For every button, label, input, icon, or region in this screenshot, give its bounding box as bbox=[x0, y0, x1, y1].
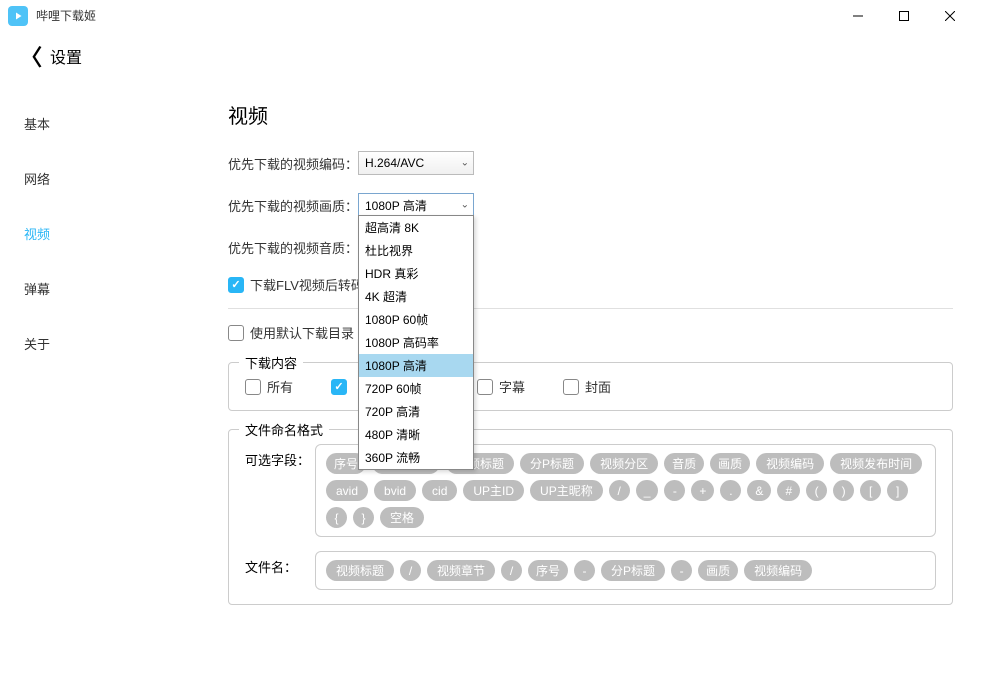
field-chip[interactable]: / bbox=[400, 560, 421, 581]
filename-box: 视频标题/视频章节/序号-分P标题-画质视频编码 bbox=[315, 551, 936, 590]
field-chip[interactable]: 分P标题 bbox=[520, 453, 584, 474]
content-checkbox-label: 封面 bbox=[585, 377, 611, 396]
dropdown-item[interactable]: 720P 60帧 bbox=[359, 377, 473, 400]
back-header: 〈 设置 bbox=[0, 32, 981, 80]
app-title: 哔哩下载姬 bbox=[36, 7, 835, 24]
quality-select[interactable]: 1080P 高清 ⌄ bbox=[358, 193, 474, 217]
dropdown-item[interactable]: 360P 流畅 bbox=[359, 446, 473, 469]
field-chip[interactable]: UP主ID bbox=[463, 480, 524, 501]
field-chip[interactable]: ( bbox=[806, 480, 827, 501]
titlebar: 哔哩下载姬 bbox=[0, 0, 981, 32]
default-dir-checkbox[interactable] bbox=[228, 325, 244, 341]
content-checkbox[interactable] bbox=[331, 379, 347, 395]
field-chip[interactable]: 分P标题 bbox=[601, 560, 665, 581]
sidebar-item[interactable]: 网络 bbox=[0, 151, 200, 206]
dropdown-item[interactable]: 480P 清晰 bbox=[359, 423, 473, 446]
sidebar-item[interactable]: 基本 bbox=[0, 96, 200, 151]
audio-label: 优先下载的视频音质： bbox=[228, 238, 358, 257]
content-checkbox-label: 所有 bbox=[267, 377, 293, 396]
sidebar: 基本网络视频弹幕关于 bbox=[0, 80, 200, 688]
back-arrow-icon[interactable]: 〈 bbox=[20, 40, 42, 72]
field-chip[interactable]: ) bbox=[833, 480, 854, 501]
field-chip[interactable]: 视频编码 bbox=[744, 560, 812, 581]
field-chip[interactable]: 视频标题 bbox=[326, 560, 394, 581]
dropdown-item[interactable]: 1080P 60帧 bbox=[359, 308, 473, 331]
section-title: 视频 bbox=[228, 100, 953, 129]
content-checkbox[interactable] bbox=[563, 379, 579, 395]
field-chip[interactable]: . bbox=[720, 480, 741, 501]
close-button[interactable] bbox=[927, 0, 973, 32]
content-checkbox[interactable] bbox=[245, 379, 261, 395]
dropdown-item[interactable]: 杜比视界 bbox=[359, 239, 473, 262]
field-chip[interactable]: / bbox=[609, 480, 630, 501]
optional-fields-label: 可选字段： bbox=[245, 444, 315, 469]
field-chip[interactable]: / bbox=[501, 560, 522, 581]
chevron-down-icon: ⌄ bbox=[461, 200, 469, 211]
field-chip[interactable]: 画质 bbox=[710, 453, 750, 474]
field-chip[interactable]: } bbox=[353, 507, 374, 528]
filename-label: 文件名： bbox=[245, 551, 315, 576]
field-chip[interactable]: cid bbox=[422, 480, 457, 501]
field-chip[interactable]: 视频章节 bbox=[427, 560, 495, 581]
page-title: 设置 bbox=[50, 44, 82, 68]
codec-value: H.264/AVC bbox=[365, 156, 424, 170]
default-dir-label: 使用默认下载目录 bbox=[250, 323, 354, 342]
field-chip[interactable]: avid bbox=[326, 480, 368, 501]
field-chip[interactable]: bvid bbox=[374, 480, 416, 501]
field-chip[interactable]: 画质 bbox=[698, 560, 738, 581]
dropdown-item[interactable]: 超高清 8K bbox=[359, 216, 473, 239]
quality-label: 优先下载的视频画质： bbox=[228, 196, 358, 215]
field-chip[interactable]: - bbox=[664, 480, 685, 501]
field-chip[interactable]: { bbox=[326, 507, 347, 528]
field-chip[interactable]: 视频编码 bbox=[756, 453, 824, 474]
download-content-fieldset: 下载内容 所有弹幕字幕封面 bbox=[228, 362, 953, 411]
field-chip[interactable]: UP主昵称 bbox=[530, 480, 603, 501]
chevron-down-icon: ⌄ bbox=[461, 158, 469, 169]
app-icon bbox=[8, 6, 28, 26]
content-checkbox-label: 字幕 bbox=[499, 377, 525, 396]
field-chip[interactable]: + bbox=[691, 480, 714, 501]
sidebar-item[interactable]: 弹幕 bbox=[0, 261, 200, 316]
field-chip[interactable]: & bbox=[747, 480, 771, 501]
field-chip[interactable]: ] bbox=[887, 480, 908, 501]
sidebar-item[interactable]: 关于 bbox=[0, 316, 200, 371]
content-checkbox[interactable] bbox=[477, 379, 493, 395]
flv-transcode-checkbox[interactable] bbox=[228, 277, 244, 293]
quality-value: 1080P 高清 bbox=[365, 197, 427, 214]
minimize-button[interactable] bbox=[835, 0, 881, 32]
field-chip[interactable]: _ bbox=[636, 480, 659, 501]
dropdown-item[interactable]: 1080P 高码率 bbox=[359, 331, 473, 354]
dropdown-item[interactable]: HDR 真彩 bbox=[359, 262, 473, 285]
codec-label: 优先下载的视频编码： bbox=[228, 154, 358, 173]
field-chip[interactable]: 视频分区 bbox=[590, 453, 658, 474]
dropdown-item[interactable]: 4K 超清 bbox=[359, 285, 473, 308]
dropdown-item[interactable]: 720P 高清 bbox=[359, 400, 473, 423]
content: 视频 优先下载的视频编码： H.264/AVC ⌄ 优先下载的视频画质： 108… bbox=[200, 80, 981, 688]
dropdown-item[interactable]: 1080P 高清 bbox=[359, 354, 473, 377]
maximize-button[interactable] bbox=[881, 0, 927, 32]
field-chip[interactable]: 序号 bbox=[528, 560, 568, 581]
field-chip[interactable]: [ bbox=[860, 480, 881, 501]
field-chip[interactable]: - bbox=[671, 560, 692, 581]
filename-legend: 文件命名格式 bbox=[239, 420, 329, 439]
filename-fieldset: 文件命名格式 可选字段： 序号视频章节视频标题分P标题视频分区音质画质视频编码视… bbox=[228, 429, 953, 605]
flv-transcode-label: 下载FLV视频后转码 bbox=[250, 275, 364, 294]
field-chip[interactable]: 视频发布时间 bbox=[830, 453, 922, 474]
download-content-legend: 下载内容 bbox=[239, 353, 303, 372]
codec-select[interactable]: H.264/AVC ⌄ bbox=[358, 151, 474, 175]
field-chip[interactable]: 空格 bbox=[380, 507, 424, 528]
field-chip[interactable]: - bbox=[574, 560, 595, 581]
divider bbox=[228, 308, 953, 309]
quality-dropdown[interactable]: 超高清 8K杜比视界HDR 真彩4K 超清1080P 60帧1080P 高码率1… bbox=[358, 215, 474, 470]
field-chip[interactable]: 音质 bbox=[664, 453, 704, 474]
sidebar-item[interactable]: 视频 bbox=[0, 206, 200, 261]
field-chip[interactable]: # bbox=[777, 480, 800, 501]
window-controls bbox=[835, 0, 973, 32]
